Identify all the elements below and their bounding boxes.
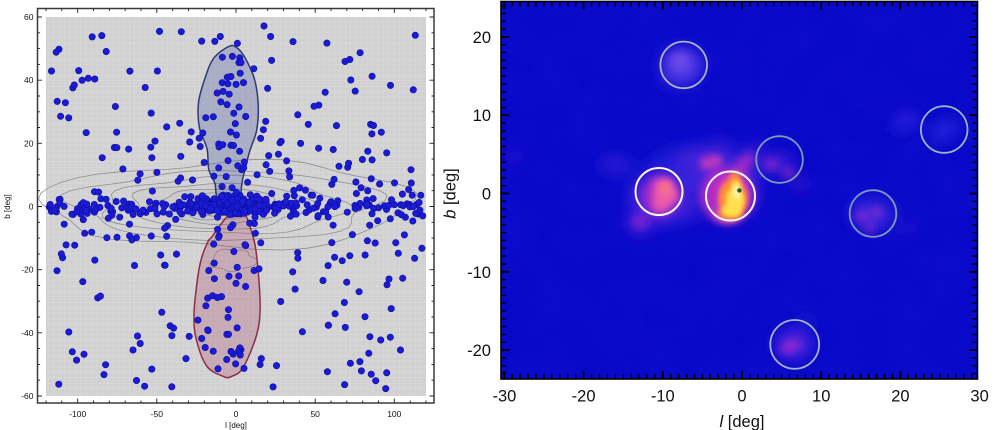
svg-text:10: 10: [473, 107, 491, 125]
svg-text:0: 0: [234, 409, 239, 419]
svg-text:0: 0: [29, 202, 34, 212]
svg-text:b [deg]: b [deg]: [3, 194, 12, 218]
svg-text:0: 0: [737, 388, 746, 406]
svg-text:-100: -100: [69, 409, 86, 419]
svg-text:60: 60: [24, 12, 34, 22]
svg-text:10: 10: [812, 388, 830, 406]
svg-text:40: 40: [24, 75, 34, 85]
svg-text:50: 50: [310, 409, 320, 419]
svg-text:-20: -20: [21, 265, 34, 275]
svg-text:-30: -30: [492, 388, 516, 406]
svg-text:-40: -40: [21, 328, 34, 338]
svg-text:-10: -10: [467, 264, 491, 282]
svg-text:20: 20: [891, 388, 909, 406]
svg-text:20: 20: [473, 29, 491, 47]
svg-text:-50: -50: [151, 409, 164, 419]
svg-text:20: 20: [24, 138, 34, 148]
svg-text:-60: -60: [21, 391, 34, 401]
svg-text:-20: -20: [467, 342, 491, 360]
svg-text:-10: -10: [651, 388, 675, 406]
svg-text:-20: -20: [572, 388, 596, 406]
svg-text:100: 100: [387, 409, 401, 419]
svg-text:30: 30: [970, 388, 988, 406]
svg-text:l [deg]: l [deg]: [225, 421, 247, 430]
svg-text:l [deg]: l [deg]: [720, 413, 765, 430]
svg-text:0: 0: [482, 186, 491, 204]
svg-text:b [deg]: b [deg]: [442, 168, 460, 218]
